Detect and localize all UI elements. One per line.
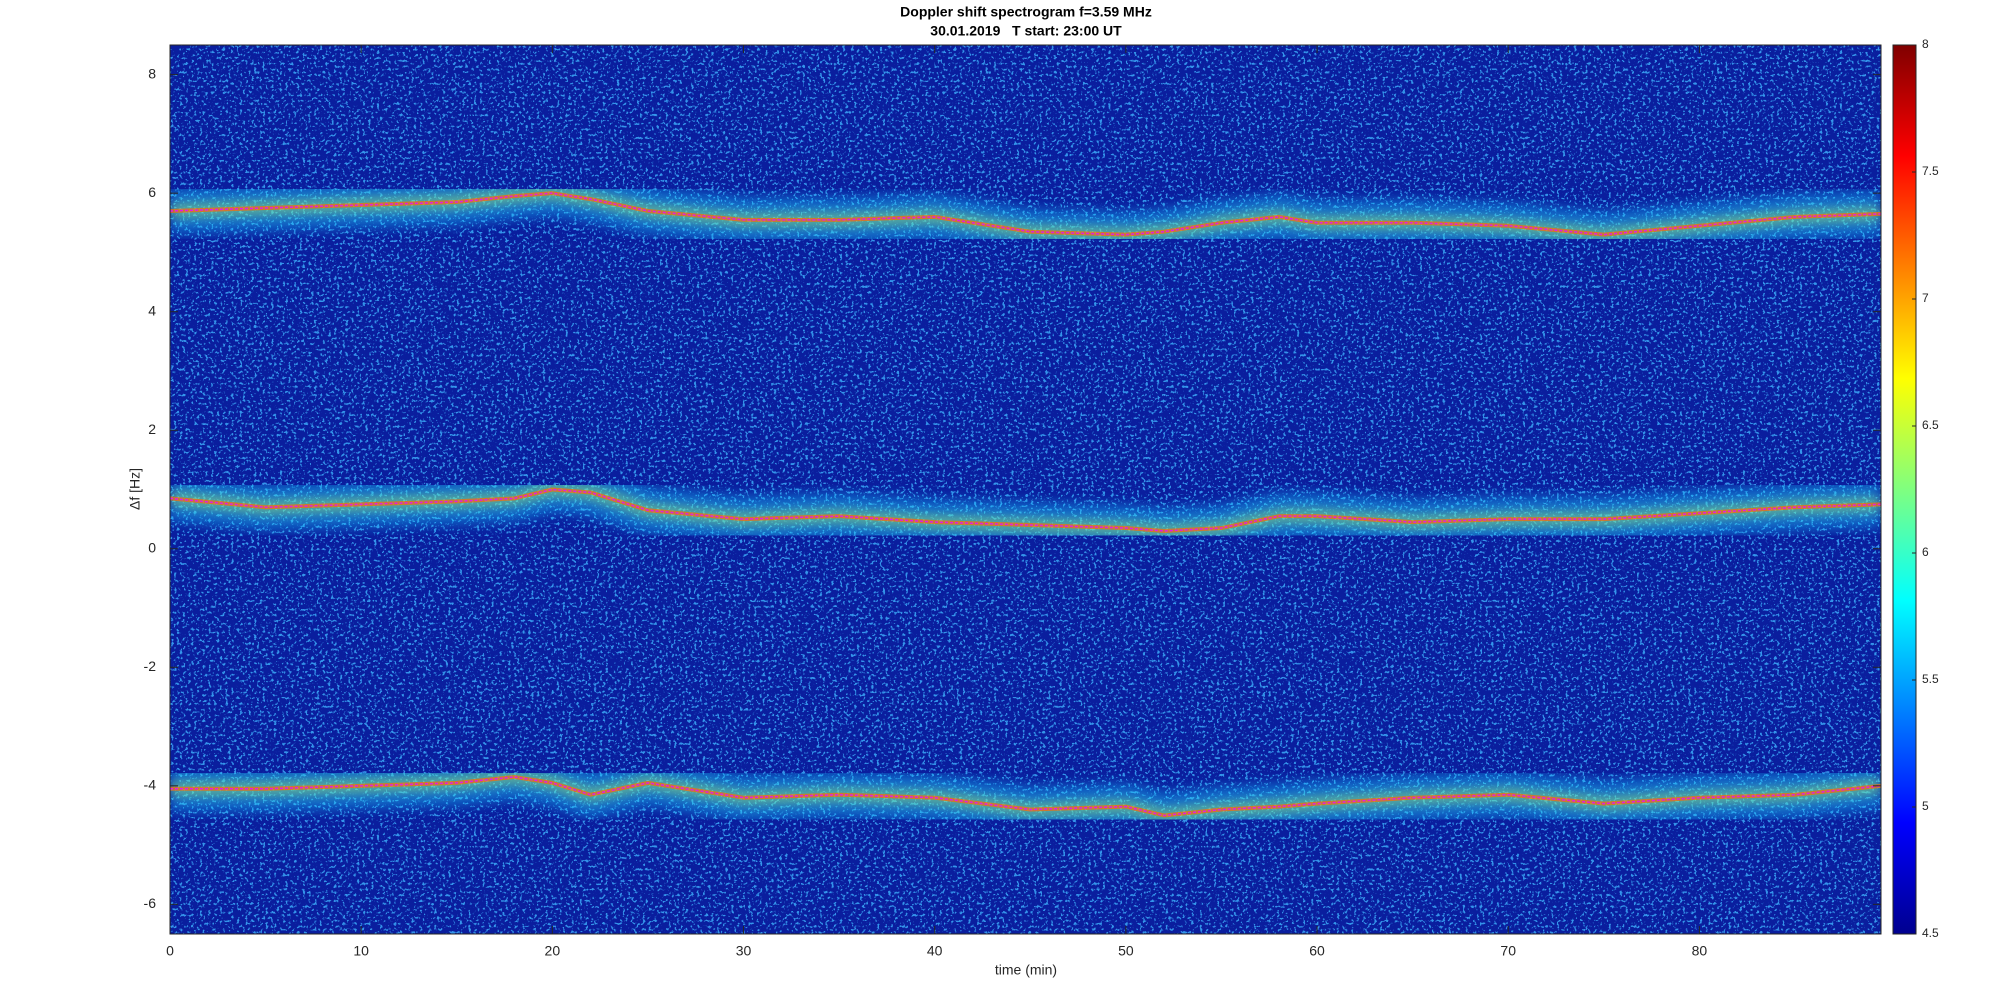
chart-subtitle: 30.01.2019 T start: 23:00 UT bbox=[930, 23, 1122, 39]
y-axis-label: Δf [Hz] bbox=[127, 468, 143, 510]
y-tick-label: 2 bbox=[148, 421, 156, 437]
colorbar-tick-label: 4.5 bbox=[1922, 926, 1939, 940]
x-tick-label: 70 bbox=[1500, 943, 1516, 959]
colorbar-scale bbox=[1892, 44, 1917, 935]
trace-line bbox=[170, 776, 1881, 817]
x-tick-label: 50 bbox=[1118, 943, 1134, 959]
x-tick-label: 0 bbox=[166, 943, 174, 959]
y-tick-label: 6 bbox=[148, 184, 156, 200]
colorbar-tick-label: 6.5 bbox=[1922, 418, 1939, 432]
x-tick-label: 10 bbox=[353, 943, 369, 959]
y-tick-label: -6 bbox=[144, 895, 157, 911]
x-tick-label: 80 bbox=[1692, 943, 1708, 959]
trace-line bbox=[170, 488, 1881, 532]
x-tick-label: 20 bbox=[545, 943, 561, 959]
chart-title: Doppler shift spectrogram f=3.59 MHz bbox=[900, 4, 1152, 20]
x-tick-label: 30 bbox=[736, 943, 752, 959]
y-tick-label: -4 bbox=[144, 777, 157, 793]
x-tick-label: 40 bbox=[927, 943, 943, 959]
colorbar-tick-label: 5.5 bbox=[1922, 672, 1939, 686]
colorbar-tick-label: 6 bbox=[1922, 545, 1929, 559]
colorbar-tick-label: 8 bbox=[1922, 37, 1929, 51]
plot-frame bbox=[169, 44, 1882, 935]
x-tick-label: 60 bbox=[1309, 943, 1325, 959]
y-tick-label: 4 bbox=[148, 302, 156, 318]
plot-marks bbox=[170, 170, 1881, 839]
y-tick-label: 0 bbox=[148, 539, 156, 555]
colorbar-tick-label: 7.5 bbox=[1922, 164, 1939, 178]
y-tick-label: 8 bbox=[148, 65, 156, 81]
colorbar-tick-label: 5 bbox=[1922, 799, 1929, 813]
trace-line bbox=[170, 192, 1881, 236]
colorbar: 4.5 5 5.5 6 6.5 7 7.5 8 bbox=[1892, 37, 1939, 940]
x-axis-label: time (min) bbox=[995, 962, 1057, 978]
colorbar-tick-label: 7 bbox=[1922, 291, 1929, 305]
y-tick-label: -2 bbox=[144, 658, 157, 674]
